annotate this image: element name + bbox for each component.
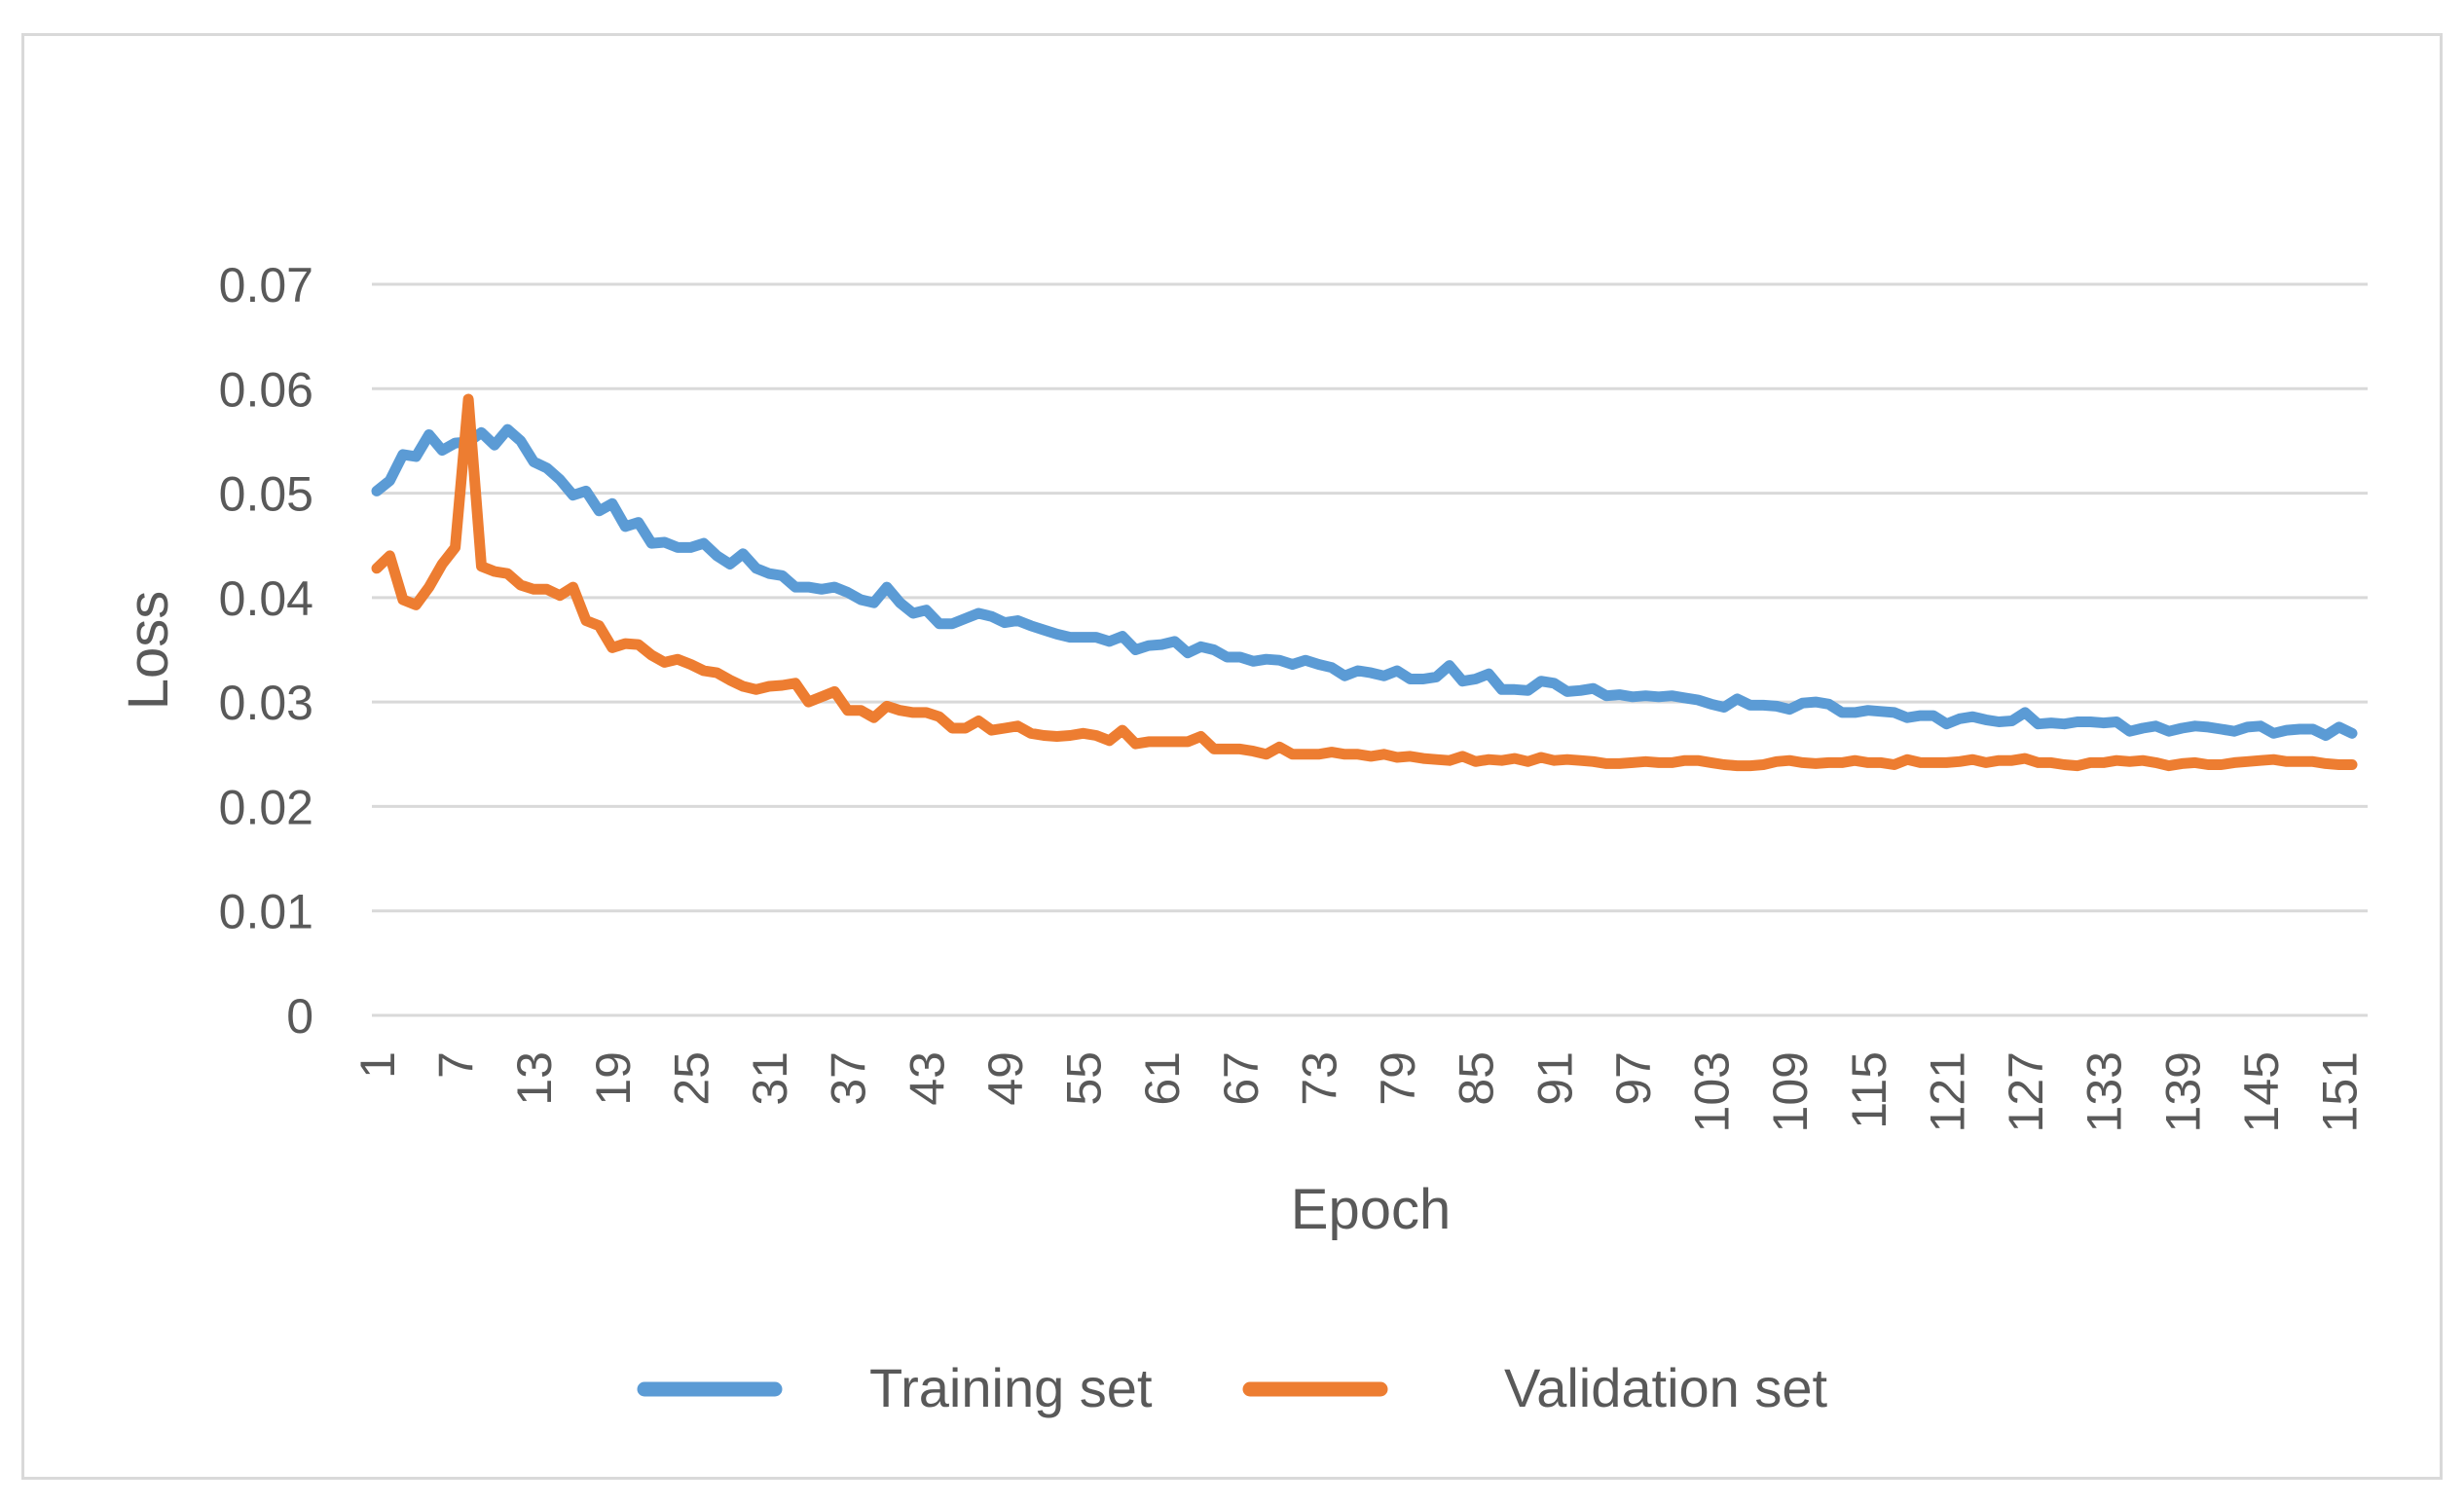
x-tick-label: 73 (1292, 1051, 1346, 1106)
x-tick-label: 25 (664, 1051, 718, 1106)
x-axis-title: Epoch (1291, 1178, 1451, 1241)
x-tick-label: 55 (1057, 1051, 1112, 1106)
series-line-validation-set (371, 393, 2358, 772)
legend-label-training-set: Training set (869, 1357, 1153, 1418)
y-tick-label: 0.04 (219, 571, 313, 626)
legend: Training set Validation set (637, 1357, 1828, 1418)
x-tick-label: 13 (507, 1051, 562, 1106)
x-tick-label: 127 (1999, 1051, 2053, 1132)
x-tick-label: 49 (978, 1051, 1033, 1106)
x-tick-label: 115 (1842, 1051, 1896, 1129)
x-tick-label: 1 (350, 1051, 405, 1079)
x-axis-tick-labels: 1 7 13 19 25 31 37 43 49 55 61 67 73 79 85 91 97 103 109 11… (350, 1051, 2368, 1132)
x-tick-label: 97 (1606, 1051, 1661, 1106)
x-tick-label: 79 (1371, 1051, 1425, 1106)
x-tick-label: 145 (2234, 1051, 2289, 1132)
gridlines (372, 282, 2368, 1017)
y-tick-label: 0.03 (219, 676, 313, 730)
x-tick-label: 7 (429, 1051, 484, 1079)
x-tick-label: 133 (2078, 1051, 2132, 1132)
x-tick-label: 85 (1450, 1051, 1504, 1106)
x-tick-label: 19 (586, 1051, 641, 1106)
x-tick-label: 103 (1685, 1051, 1740, 1132)
y-tick-label: 0 (286, 989, 313, 1044)
x-tick-label: 91 (1527, 1051, 1582, 1106)
y-tick-label: 0.06 (219, 362, 313, 417)
chart-frame (21, 33, 2443, 1480)
x-tick-label: 61 (1135, 1051, 1190, 1106)
legend-label-validation-set: Validation set (1504, 1357, 1828, 1418)
x-tick-label: 37 (822, 1051, 876, 1106)
x-tick-label: 109 (1763, 1051, 1818, 1132)
series-lines (371, 393, 2358, 772)
x-tick-label: 43 (900, 1051, 954, 1106)
y-tick-label: 0.01 (219, 885, 313, 939)
x-tick-label: 151 (2313, 1051, 2368, 1132)
y-tick-label: 0.02 (219, 780, 313, 834)
y-tick-label: 0.07 (219, 258, 313, 312)
x-tick-label: 67 (1214, 1051, 1269, 1106)
y-axis-title: Loss (117, 591, 180, 711)
x-tick-label: 31 (743, 1051, 797, 1106)
x-tick-label: 121 (1920, 1051, 1974, 1132)
x-tick-label: 139 (2155, 1051, 2210, 1132)
series-line-training-set (371, 423, 2358, 741)
y-axis-tick-labels: 0 0.01 0.02 0.03 0.04 0.05 0.06 0.07 (219, 258, 313, 1044)
y-tick-label: 0.05 (219, 467, 313, 522)
